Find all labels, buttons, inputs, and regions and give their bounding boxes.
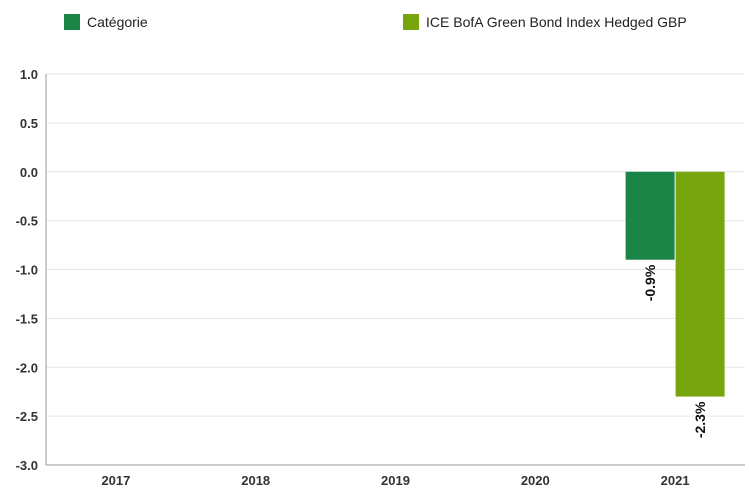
y-tick-label: -0.5 bbox=[16, 214, 38, 229]
y-tick-label: -1.5 bbox=[16, 311, 38, 326]
x-tick-label: 2019 bbox=[381, 473, 410, 488]
bar-2 bbox=[675, 171, 725, 397]
legend-item-2: ICE BofA Green Bond Index Hedged GBP bbox=[403, 14, 687, 30]
y-tick-label: -2.0 bbox=[16, 360, 38, 375]
x-tick-label: 2017 bbox=[101, 473, 130, 488]
bar-1 bbox=[625, 171, 675, 260]
legend-swatch-2 bbox=[403, 14, 419, 30]
legend-label-1: Catégorie bbox=[87, 14, 148, 30]
y-tick-label: -1.0 bbox=[16, 263, 38, 278]
x-tick-label: 2021 bbox=[661, 473, 690, 488]
y-tick-label: 0.5 bbox=[20, 116, 38, 131]
bar-data-label: -2.3% bbox=[692, 401, 708, 438]
legend-label-2: ICE BofA Green Bond Index Hedged GBP bbox=[426, 14, 687, 30]
x-tick-label: 2018 bbox=[241, 473, 270, 488]
bar-data-label: -0.9% bbox=[642, 264, 658, 301]
y-tick-label: 0.0 bbox=[20, 165, 38, 180]
x-tick-label: 2020 bbox=[521, 473, 550, 488]
y-tick-label: 1.0 bbox=[20, 67, 38, 82]
legend-item-1: Catégorie bbox=[64, 14, 148, 30]
y-tick-label: -3.0 bbox=[16, 458, 38, 473]
y-tick-label: -2.5 bbox=[16, 409, 38, 424]
legend-swatch-1 bbox=[64, 14, 80, 30]
